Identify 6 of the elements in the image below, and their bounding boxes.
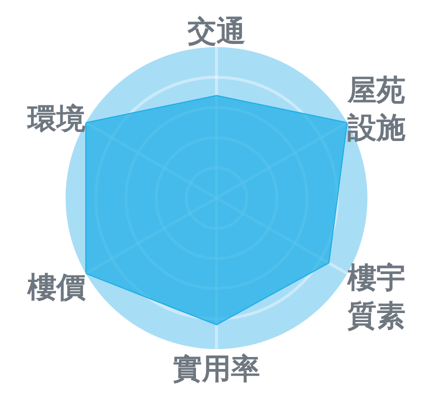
spoke-label: 實用率 xyxy=(173,352,260,386)
spoke-label: 樓宇質素 xyxy=(346,260,406,332)
spoke-label: 屋苑設施 xyxy=(346,72,406,145)
spoke-label: 環境 xyxy=(26,101,86,136)
spoke-label: 交通 xyxy=(186,14,246,48)
spoke-label: 樓價 xyxy=(26,270,86,304)
